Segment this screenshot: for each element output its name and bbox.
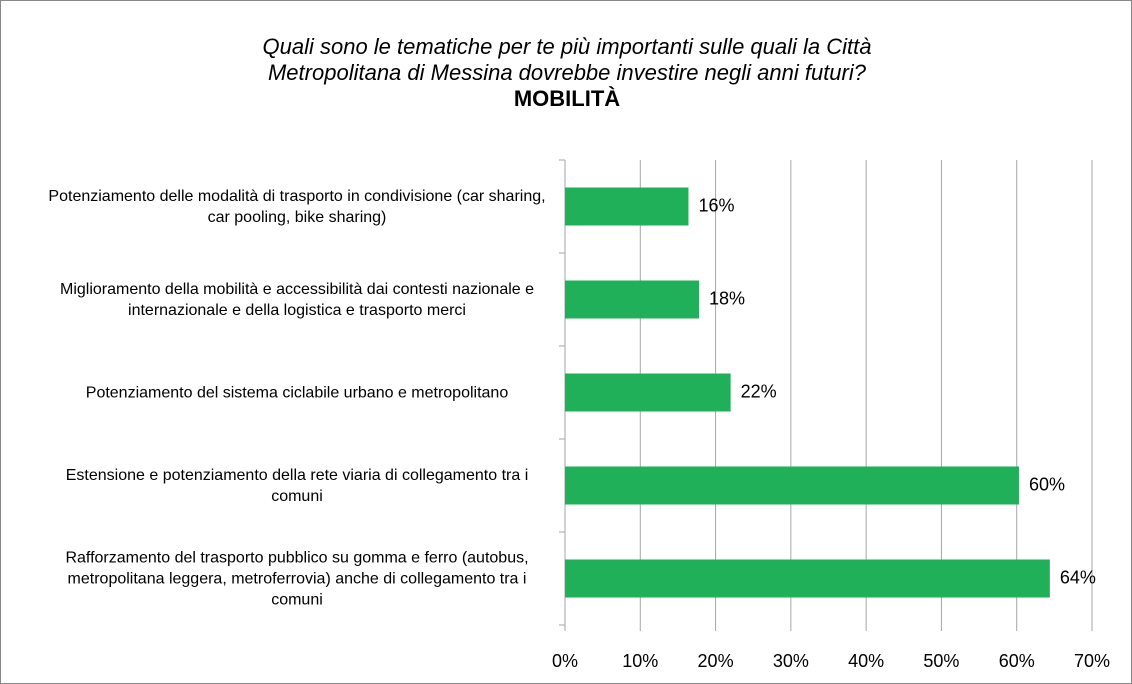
value-label: 18% xyxy=(709,288,745,308)
bar xyxy=(565,466,1019,505)
x-tick-label: 70% xyxy=(1074,651,1110,671)
x-tick-label: 20% xyxy=(698,651,734,671)
value-label: 64% xyxy=(1060,567,1096,587)
x-tick-label: 30% xyxy=(773,651,809,671)
x-tick-label: 60% xyxy=(999,651,1035,671)
bar xyxy=(565,280,700,319)
y-tick-label: Estensione e potenziamento della rete vi… xyxy=(65,466,529,505)
x-tick-label: 0% xyxy=(552,651,578,671)
chart-subtitle: MOBILITÀ xyxy=(513,86,621,111)
chart-title: Quali sono le tematiche per te più impor… xyxy=(262,34,872,85)
bar xyxy=(565,559,1050,598)
value-label: 16% xyxy=(698,195,734,215)
y-tick-label: Miglioramento della mobilità e accessibi… xyxy=(59,280,535,319)
bar xyxy=(565,187,689,226)
value-label: 22% xyxy=(741,381,777,401)
x-tick-label: 10% xyxy=(622,651,658,671)
bar xyxy=(565,373,731,412)
x-tick-label: 50% xyxy=(923,651,959,671)
y-tick-label: Potenziamento del sistema ciclabile urba… xyxy=(85,384,509,401)
value-label: 60% xyxy=(1029,474,1065,494)
x-tick-label: 40% xyxy=(848,651,884,671)
y-tick-label: Rafforzamento del trasporto pubblico su … xyxy=(65,549,529,608)
y-tick-label: Potenziamento delle modalità di trasport… xyxy=(48,187,546,226)
